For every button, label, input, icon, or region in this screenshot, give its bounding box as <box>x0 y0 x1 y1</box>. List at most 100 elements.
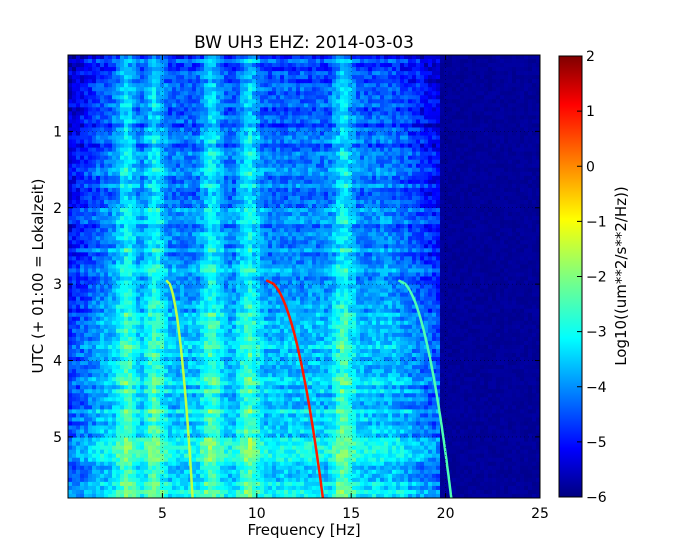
heatmap-cell <box>432 99 437 104</box>
heatmap-cell <box>264 107 269 112</box>
heatmap-cell <box>492 175 497 181</box>
heatmap-cell <box>200 159 205 165</box>
heatmap-cell <box>452 63 457 68</box>
heatmap-cell <box>536 195 540 201</box>
heatmap-cell <box>188 67 193 72</box>
heatmap-cell <box>412 123 417 129</box>
heatmap-cell <box>316 139 321 145</box>
heatmap-cell <box>256 191 261 197</box>
heatmap-cell <box>348 199 353 205</box>
heatmap-cell <box>172 115 177 121</box>
heatmap-cell <box>340 63 345 68</box>
heatmap-cell <box>468 115 473 121</box>
heatmap-cell <box>220 127 225 133</box>
heatmap-cell <box>420 63 425 68</box>
heatmap-cell <box>492 115 497 121</box>
heatmap-cell <box>248 183 253 189</box>
heatmap-cell <box>108 83 113 88</box>
heatmap-cell <box>300 135 305 141</box>
heatmap-cell <box>492 79 497 84</box>
heatmap-cell <box>456 159 461 165</box>
heatmap-cell <box>112 195 117 201</box>
heatmap-cell <box>128 79 133 84</box>
heatmap-cell <box>132 127 137 133</box>
heatmap-cell <box>144 191 149 197</box>
heatmap-cell <box>496 195 501 201</box>
heatmap-cell <box>508 159 513 165</box>
heatmap-cell <box>496 59 501 64</box>
heatmap-cell <box>300 183 305 189</box>
heatmap-cell <box>384 119 389 125</box>
heatmap-cell <box>200 79 205 84</box>
heatmap-cell <box>232 127 237 133</box>
heatmap-cell <box>364 163 369 169</box>
heatmap-cell <box>340 171 345 177</box>
heatmap-cell <box>232 155 237 161</box>
heatmap-cell <box>436 135 441 141</box>
heatmap-cell <box>188 151 193 157</box>
heatmap-cell <box>244 71 249 76</box>
heatmap-cell <box>336 67 341 72</box>
heatmap-cell <box>344 171 349 177</box>
heatmap-cell <box>208 147 213 153</box>
heatmap-cell <box>496 87 501 92</box>
heatmap-cell <box>260 220 265 225</box>
heatmap-cell <box>372 127 377 133</box>
heatmap-cell <box>252 204 257 209</box>
heatmap-cell <box>272 171 277 177</box>
heatmap-cell <box>172 87 177 92</box>
heatmap-cell <box>276 208 281 213</box>
heatmap-cell <box>240 212 245 217</box>
heatmap-cell <box>276 195 281 201</box>
heatmap-cell <box>396 139 401 145</box>
heatmap-cell <box>108 123 113 129</box>
heatmap-cell <box>320 216 325 221</box>
heatmap-cell <box>456 195 461 201</box>
heatmap-cell <box>240 59 245 64</box>
heatmap-cell <box>132 63 137 68</box>
heatmap-cell <box>356 199 361 205</box>
heatmap-cell <box>276 95 281 100</box>
heatmap-cell <box>352 139 357 145</box>
heatmap-cell <box>416 67 421 72</box>
heatmap-cell <box>412 135 417 141</box>
heatmap-cell <box>172 75 177 80</box>
heatmap-cell <box>96 127 101 133</box>
heatmap-cell <box>488 87 493 92</box>
heatmap-cell <box>180 155 185 161</box>
heatmap-cell <box>328 171 333 177</box>
heatmap-cell <box>276 187 281 193</box>
heatmap-cell <box>476 107 481 112</box>
heatmap-cell <box>320 107 325 112</box>
heatmap-cell <box>412 79 417 84</box>
heatmap-cell <box>68 123 73 129</box>
heatmap-cell <box>148 163 153 169</box>
heatmap-cell <box>280 147 285 153</box>
heatmap-cell <box>200 187 205 193</box>
heatmap-cell <box>292 75 297 80</box>
heatmap-cell <box>504 195 509 201</box>
heatmap-cell <box>404 55 409 60</box>
heatmap-cell <box>92 167 97 173</box>
heatmap-cell <box>164 91 169 96</box>
heatmap-cell <box>404 103 409 108</box>
heatmap-cell <box>416 212 421 217</box>
heatmap-cell <box>488 151 493 157</box>
heatmap-cell <box>400 199 405 205</box>
heatmap-cell <box>324 179 329 185</box>
heatmap-cell <box>328 187 333 193</box>
heatmap-cell <box>260 191 265 197</box>
heatmap-cell <box>84 155 89 161</box>
heatmap-cell <box>296 187 301 193</box>
heatmap-cell <box>316 119 321 125</box>
heatmap-cell <box>348 187 353 193</box>
heatmap-cell <box>80 212 85 217</box>
heatmap-cell <box>216 224 221 229</box>
heatmap-cell <box>228 63 233 68</box>
heatmap-cell <box>372 179 377 185</box>
heatmap-cell <box>296 115 301 121</box>
heatmap-cell <box>164 139 169 145</box>
heatmap-cell <box>496 131 501 137</box>
heatmap-cell <box>416 204 421 209</box>
heatmap-cell <box>504 183 509 189</box>
